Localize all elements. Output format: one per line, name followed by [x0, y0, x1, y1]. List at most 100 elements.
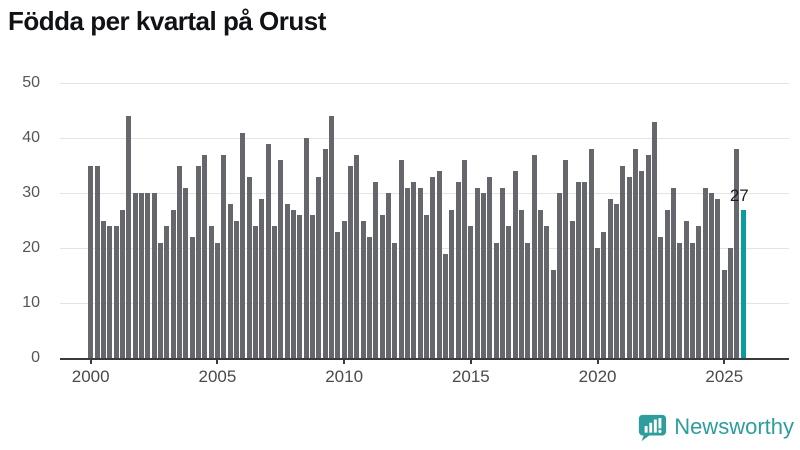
bar[interactable]	[392, 242, 398, 358]
bar[interactable]	[462, 160, 468, 358]
bar[interactable]	[227, 204, 233, 358]
bar[interactable]	[424, 215, 429, 358]
bar[interactable]	[138, 193, 144, 358]
bar[interactable]	[411, 182, 417, 358]
bar[interactable]	[601, 231, 607, 358]
bar[interactable]	[576, 182, 582, 358]
bar[interactable]	[531, 154, 537, 358]
bar[interactable]	[151, 193, 157, 358]
bar[interactable]	[233, 220, 239, 358]
bar[interactable]	[335, 231, 341, 358]
bar[interactable]	[557, 193, 563, 358]
bar[interactable]	[373, 182, 379, 358]
bar[interactable]	[385, 193, 391, 358]
bar[interactable]	[677, 242, 683, 358]
bar[interactable]	[436, 171, 442, 358]
bar[interactable]	[614, 204, 620, 358]
bar[interactable]	[202, 154, 208, 358]
bar[interactable]	[157, 242, 163, 358]
bar[interactable]	[645, 154, 651, 358]
bar[interactable]	[481, 193, 487, 358]
bar[interactable]	[100, 220, 106, 358]
bar[interactable]	[544, 226, 550, 358]
bar[interactable]	[195, 165, 201, 358]
bar[interactable]	[240, 132, 246, 358]
bar[interactable]	[569, 220, 575, 358]
bar[interactable]	[265, 143, 271, 358]
bar[interactable]	[683, 220, 689, 358]
bar[interactable]	[132, 193, 138, 358]
bar[interactable]	[297, 215, 303, 358]
bar[interactable]	[107, 226, 113, 358]
bar[interactable]	[664, 209, 670, 358]
bar[interactable]	[366, 237, 372, 358]
bar[interactable]	[347, 165, 353, 358]
bar[interactable]	[328, 116, 334, 358]
bar[interactable]	[379, 215, 385, 358]
bar[interactable]	[430, 176, 436, 358]
bar[interactable]	[500, 187, 506, 358]
bar[interactable]	[303, 138, 309, 358]
bar[interactable]	[88, 165, 94, 358]
bar[interactable]	[607, 198, 613, 358]
bar[interactable]	[271, 226, 277, 358]
bar[interactable]	[519, 209, 525, 358]
bar[interactable]	[506, 226, 512, 358]
bar[interactable]	[164, 226, 170, 358]
bar[interactable]	[696, 226, 702, 358]
bar[interactable]	[259, 198, 265, 358]
bar[interactable]	[512, 171, 518, 358]
bar[interactable]	[715, 198, 721, 358]
bar[interactable]	[595, 248, 601, 358]
bar[interactable]	[360, 220, 366, 358]
bar[interactable]	[252, 226, 258, 358]
bar[interactable]	[214, 242, 220, 358]
bar[interactable]	[690, 242, 696, 358]
newsworthy-logo[interactable]: Newsworthy	[637, 412, 794, 442]
bar[interactable]	[709, 193, 715, 358]
bar[interactable]	[468, 226, 474, 358]
bar[interactable]	[113, 226, 119, 358]
bar[interactable]	[493, 242, 499, 358]
bar[interactable]	[126, 116, 132, 358]
bar[interactable]	[728, 248, 734, 358]
bar[interactable]	[721, 270, 727, 358]
bar[interactable]	[671, 187, 677, 358]
bar[interactable]	[354, 154, 360, 358]
bar[interactable]	[487, 176, 493, 358]
bar[interactable]	[474, 187, 480, 358]
bar[interactable]	[443, 253, 449, 358]
bar[interactable]	[633, 149, 639, 358]
bar-highlight-latest[interactable]	[740, 209, 746, 358]
bar[interactable]	[525, 242, 531, 358]
bar[interactable]	[246, 176, 252, 358]
bar[interactable]	[734, 149, 740, 358]
bar[interactable]	[417, 187, 423, 358]
bar[interactable]	[658, 237, 664, 358]
bar[interactable]	[398, 160, 404, 358]
bar[interactable]	[563, 160, 569, 358]
bar[interactable]	[449, 209, 455, 358]
bar[interactable]	[170, 209, 176, 358]
bar[interactable]	[626, 176, 632, 358]
bar[interactable]	[145, 193, 151, 358]
bar[interactable]	[119, 209, 125, 358]
bar[interactable]	[639, 171, 645, 358]
bar[interactable]	[284, 204, 290, 358]
bar[interactable]	[341, 220, 347, 358]
bar[interactable]	[183, 187, 189, 358]
bar[interactable]	[588, 149, 594, 358]
bar[interactable]	[208, 226, 214, 358]
bar[interactable]	[582, 182, 588, 358]
bar[interactable]	[94, 165, 100, 358]
bar[interactable]	[278, 160, 284, 358]
bar[interactable]	[620, 165, 626, 358]
bar[interactable]	[652, 121, 658, 358]
bar[interactable]	[176, 165, 182, 358]
bar[interactable]	[538, 209, 544, 358]
bar[interactable]	[550, 270, 556, 358]
bar[interactable]	[405, 187, 410, 358]
bar[interactable]	[189, 237, 195, 358]
bar[interactable]	[290, 209, 296, 358]
bar[interactable]	[309, 215, 315, 358]
